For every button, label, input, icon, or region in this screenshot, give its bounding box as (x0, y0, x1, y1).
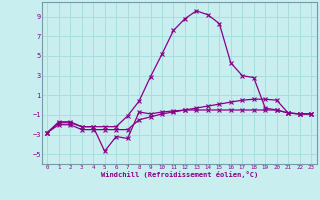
X-axis label: Windchill (Refroidissement éolien,°C): Windchill (Refroidissement éolien,°C) (100, 171, 258, 178)
